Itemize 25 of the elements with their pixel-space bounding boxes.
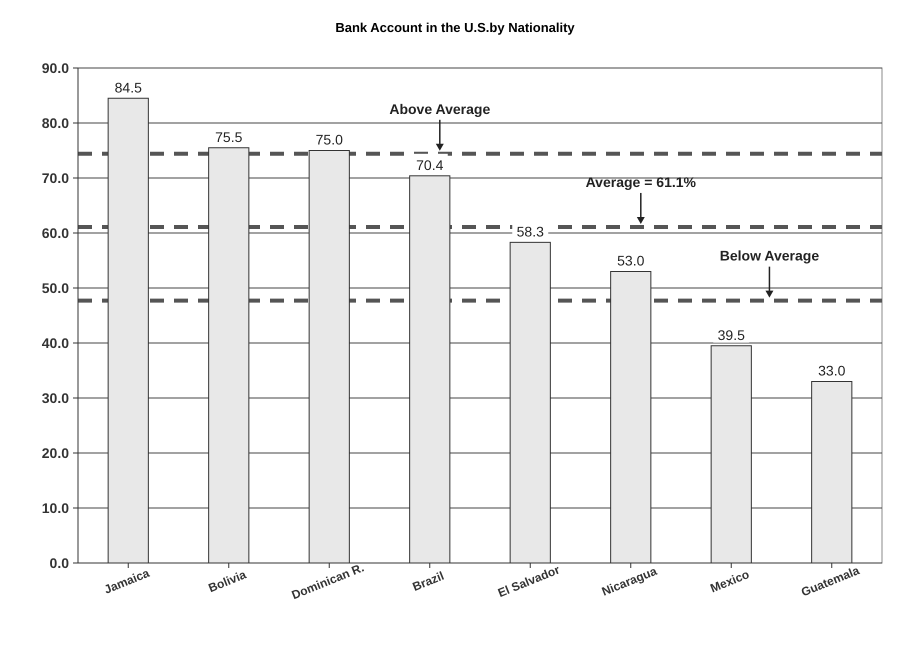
- y-tick-label: 50.0: [42, 280, 70, 296]
- y-tick-label: 90.0: [42, 60, 70, 76]
- ref-line-label: Below Average: [720, 248, 820, 264]
- x-tick-label: Mexico: [708, 567, 752, 596]
- data-label: 33.0: [818, 362, 846, 378]
- data-label: 75.0: [316, 132, 344, 148]
- data-label: 58.3: [516, 223, 544, 240]
- y-tick-label: 40.0: [42, 334, 70, 351]
- y-tick-label: 0.0: [50, 554, 70, 571]
- chart-title: Bank Account in the U.S.by Nationality: [335, 20, 576, 35]
- y-tick-label: 80.0: [42, 114, 70, 131]
- data-label: 75.5: [215, 128, 243, 145]
- data-label: 39.5: [718, 326, 746, 343]
- data-label: 84.5: [114, 79, 142, 96]
- x-tick-label: Bolivia: [206, 567, 248, 596]
- y-tick-label: 20.0: [42, 444, 70, 461]
- y-tick-label: 60.0: [42, 224, 70, 241]
- data-label: 70.4: [416, 156, 444, 173]
- y-tick-label: 10.0: [42, 500, 70, 516]
- ref-line-label: Average = 61.1%: [586, 174, 697, 190]
- x-tick-label: Brazil: [410, 568, 446, 594]
- y-tick-label: 30.0: [42, 390, 70, 406]
- ref-line-label: Above Average: [389, 100, 490, 117]
- y-tick-label: 70.0: [42, 170, 70, 186]
- data-label: 53.0: [617, 252, 645, 268]
